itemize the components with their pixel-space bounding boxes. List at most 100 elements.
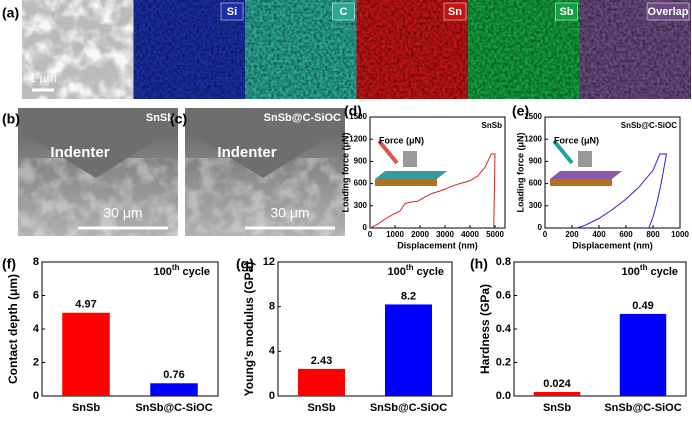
bar xyxy=(150,383,198,396)
bar xyxy=(533,391,581,396)
x-tick-label: 2000 xyxy=(411,230,429,239)
y-tick-label: 300 xyxy=(529,201,543,210)
map-label-box xyxy=(555,2,578,21)
map-label-box xyxy=(332,2,355,21)
value-label: 0.49 xyxy=(632,300,653,312)
y-tick-label: 0 xyxy=(538,223,543,232)
y-tick-label: 4 xyxy=(269,345,276,357)
y-tick-label: 0 xyxy=(269,390,275,402)
y-tick-label: 600 xyxy=(529,179,543,188)
scale-label: 30 μm xyxy=(270,205,309,221)
y-tick-label: 12 xyxy=(263,256,275,268)
map-label-box xyxy=(220,2,244,21)
indenter xyxy=(185,108,345,178)
curve xyxy=(369,153,496,229)
y-tick-label: 0.4 xyxy=(496,323,512,335)
y-tick-label: 6 xyxy=(33,289,39,301)
note-number: 100 xyxy=(154,266,172,278)
y-tick-label: 1200 xyxy=(349,134,367,143)
substrate xyxy=(375,179,437,186)
y-axis-label: Loading force (μN) xyxy=(340,132,350,212)
x-tick-label: SnSb xyxy=(307,402,335,414)
y-tick-label: 0 xyxy=(33,390,39,402)
panel-label: (d) xyxy=(344,103,362,119)
note-suffix: th xyxy=(406,263,414,272)
x-tick-label: SnSb@C-SiOC xyxy=(370,402,447,414)
panel-label: (h) xyxy=(470,256,488,272)
map-label: C xyxy=(340,6,348,18)
bar xyxy=(385,304,432,396)
y-tick-label: 300 xyxy=(354,201,368,210)
x-tick-label: 4000 xyxy=(461,230,479,239)
map-label: Sn xyxy=(448,6,462,18)
bar xyxy=(298,368,345,396)
y-tick-label: 900 xyxy=(529,157,543,166)
inset-label: Force (μN) xyxy=(379,135,424,145)
value-label: 8.2 xyxy=(401,290,416,302)
map-label: Si xyxy=(227,6,237,18)
y-axis-label: Contact depth (μm) xyxy=(6,274,20,384)
x-tick-label: 800 xyxy=(646,230,660,239)
chart-title: SnSb xyxy=(482,121,503,130)
indenter-label: Indenter xyxy=(50,144,109,161)
x-tick-label: 3000 xyxy=(436,230,454,239)
indenter-label: Indenter xyxy=(217,144,276,161)
panel-label: (a) xyxy=(2,5,19,21)
y-tick-label: 600 xyxy=(354,179,368,188)
indenter-block xyxy=(403,151,417,167)
note: 100th cycle xyxy=(154,263,210,278)
x-tick-label: 5000 xyxy=(486,230,504,239)
y-axis-label: Hardness (GPa) xyxy=(478,284,492,374)
curve xyxy=(577,153,668,229)
y-tick-label: 4 xyxy=(33,323,40,335)
x-tick-label: SnSb xyxy=(72,402,100,414)
map-label: Overlap xyxy=(648,6,689,18)
note-text: cycle xyxy=(182,266,210,278)
force-arrow xyxy=(377,139,399,165)
note-suffix: th xyxy=(640,263,648,272)
note: 100th cycle xyxy=(622,263,678,278)
y-tick-label: 8 xyxy=(33,256,39,268)
y-tick-label: 0.6 xyxy=(496,289,511,301)
x-tick-label: 400 xyxy=(592,230,606,239)
bar xyxy=(619,313,667,396)
y-tick-label: 0.0 xyxy=(496,390,511,402)
map-label: Sb xyxy=(559,6,573,18)
value-label: 4.97 xyxy=(75,299,96,311)
y-axis-label: Young's modulus (GPa) xyxy=(242,262,256,397)
x-axis-label: Displacement (nm) xyxy=(572,240,653,250)
y-tick-label: 0 xyxy=(363,223,368,232)
value-label: 0.76 xyxy=(163,369,184,381)
indenter xyxy=(18,108,178,178)
indenter-block xyxy=(578,151,592,167)
y-axis-label: Loading force (μN) xyxy=(515,132,525,212)
panel-label: (c) xyxy=(170,111,187,127)
y-tick-label: 0.8 xyxy=(496,256,511,268)
scale-label: 1 μm xyxy=(30,71,57,85)
panel-label: (g) xyxy=(236,256,254,272)
panel-label: (b) xyxy=(2,111,20,127)
map-label-box xyxy=(646,2,690,21)
y-tick-label: 1200 xyxy=(524,134,542,143)
plot-frame xyxy=(369,116,506,229)
x-tick-label: 1000 xyxy=(671,230,689,239)
sample-name: SnSb@C-SiOC xyxy=(264,112,341,124)
film xyxy=(375,171,447,179)
note-number: 100 xyxy=(622,266,640,278)
x-tick-label: 1000 xyxy=(386,230,404,239)
x-tick-label: 200 xyxy=(565,230,579,239)
y-tick-label: 900 xyxy=(354,157,368,166)
force-arrow xyxy=(552,139,574,165)
inset-label: Force (μN) xyxy=(554,135,599,145)
x-tick-label: SnSb xyxy=(543,402,571,414)
panel-label: (e) xyxy=(512,103,529,119)
y-tick-label: 1500 xyxy=(349,112,367,121)
y-tick-label: 8 xyxy=(269,301,275,313)
map-label-box xyxy=(443,2,467,21)
y-tick-label: 2 xyxy=(33,356,39,368)
value-label: 2.43 xyxy=(311,355,332,367)
y-tick-label: 1500 xyxy=(524,112,542,121)
plot-frame xyxy=(544,116,681,229)
note-number: 100 xyxy=(388,266,406,278)
